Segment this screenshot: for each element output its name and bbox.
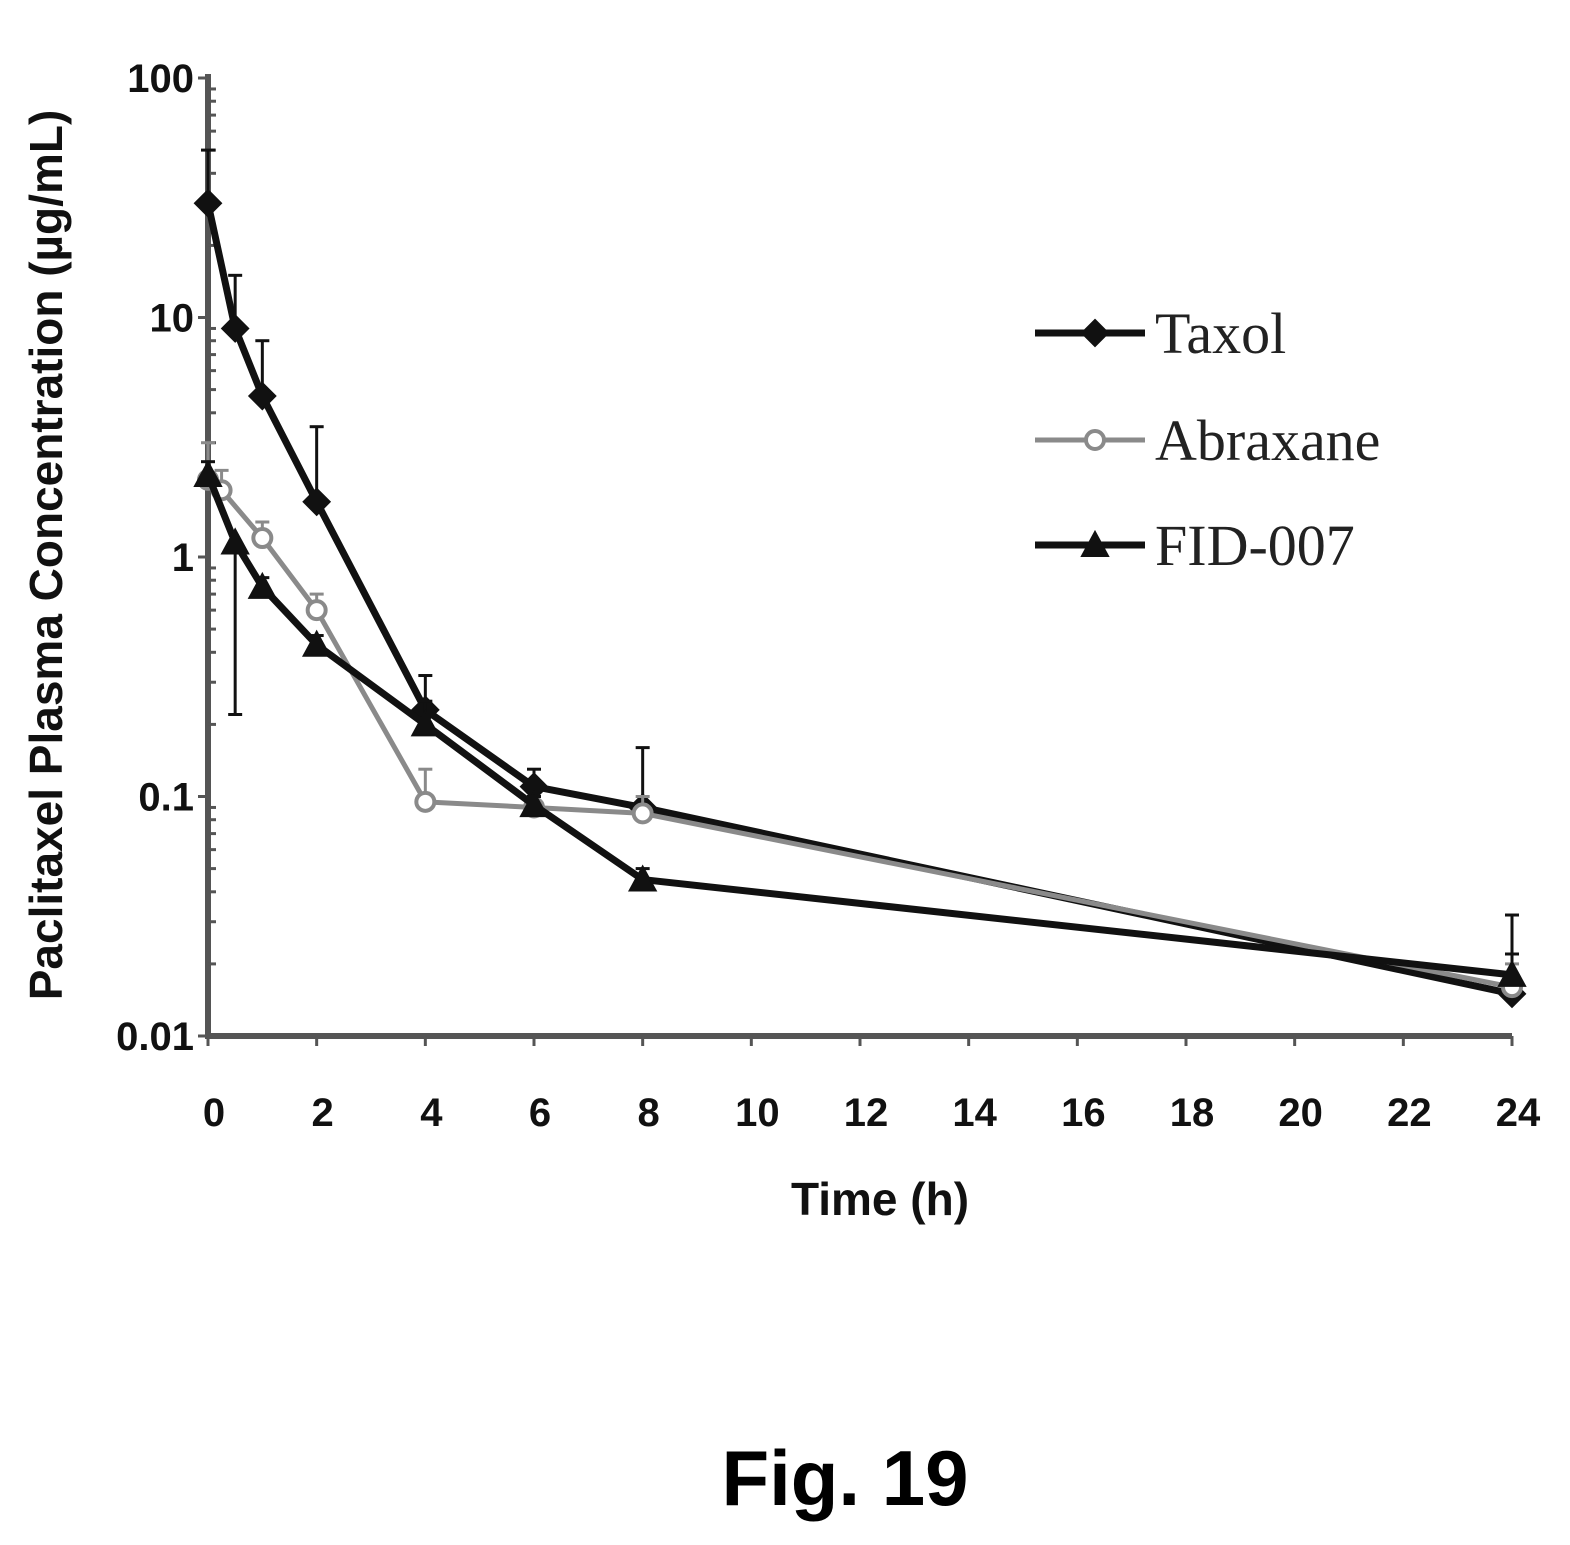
legend-item-fid-007: FID-007 — [1035, 513, 1355, 578]
data-point — [1080, 318, 1110, 348]
x-tick-label: 18 — [1170, 1091, 1215, 1135]
data-point — [410, 709, 441, 737]
x-tick-label: 20 — [1278, 1091, 1323, 1135]
legend: Taxol Abraxane FID-007 — [1035, 301, 1380, 578]
data-point — [414, 790, 437, 813]
data-point — [247, 571, 278, 599]
x-axis-title: Time (h) — [791, 1173, 969, 1225]
x-tick-label: 24 — [1496, 1091, 1541, 1135]
data-point — [220, 527, 250, 555]
y-tick-label: 100 — [127, 57, 194, 101]
x-tick-label: 14 — [952, 1091, 997, 1135]
x-tick-label: 12 — [844, 1091, 889, 1135]
x-tick-label: 10 — [735, 1091, 780, 1135]
series-line — [204, 202, 1513, 998]
legend-label: FID-007 — [1155, 513, 1355, 578]
legend-item-taxol: Taxol — [1035, 301, 1286, 366]
data-point — [302, 487, 332, 517]
figure-caption: Fig. 19 — [721, 1434, 968, 1522]
series-fid-007 — [193, 459, 1527, 987]
legend-item-abraxane: Abraxane — [1035, 408, 1380, 473]
data-point — [627, 864, 658, 892]
x-tick-label: 8 — [638, 1091, 660, 1135]
y-tick-label: 1 — [172, 536, 194, 580]
data-point — [1080, 529, 1110, 557]
y-axis-title: Paclitaxel Plasma Concentration (µg/mL) — [20, 110, 72, 1001]
legend-label: Abraxane — [1155, 408, 1380, 473]
x-tick-label: 6 — [529, 1091, 551, 1135]
x-tick-label: 0 — [203, 1091, 225, 1135]
data-point — [631, 802, 654, 825]
data-point — [305, 599, 328, 622]
data-point — [251, 527, 274, 550]
y-tick-label: 0.1 — [138, 776, 194, 820]
data-point — [1084, 429, 1106, 451]
data-point — [247, 381, 277, 411]
data-point — [220, 314, 250, 343]
data-point — [193, 459, 223, 487]
data-point — [193, 188, 223, 218]
series-layer — [193, 148, 1527, 1009]
x-tick-label: 4 — [420, 1091, 443, 1135]
x-tick-label: 22 — [1387, 1091, 1432, 1135]
data-point — [1497, 959, 1527, 987]
data-point — [519, 790, 549, 818]
y-tick-label: 0.01 — [116, 1015, 194, 1059]
x-tick-label: 2 — [312, 1091, 334, 1135]
legend-label: Taxol — [1155, 301, 1286, 366]
data-point — [301, 629, 332, 657]
y-tick-label: 10 — [150, 297, 195, 341]
x-tick-label: 16 — [1061, 1091, 1106, 1135]
series-taxol — [193, 148, 1527, 1009]
